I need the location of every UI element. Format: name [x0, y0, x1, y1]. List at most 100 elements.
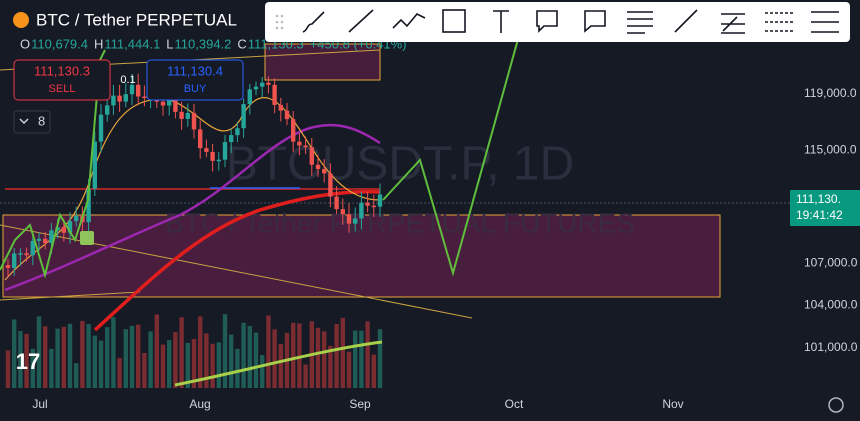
candle-body	[315, 164, 321, 170]
ohlc-value: 110,394.2	[175, 36, 232, 51]
price-tick-label: 101,000.0	[804, 340, 858, 354]
candle-body	[30, 240, 35, 256]
watermark-description: BTC / Tether PERPETUAL FUTURES	[165, 207, 635, 238]
buy-button[interactable]	[146, 59, 244, 101]
candle-body	[377, 194, 383, 207]
volume-bar	[148, 331, 153, 388]
volume-bar	[111, 317, 116, 388]
volume-bar	[173, 332, 178, 388]
candle-body	[111, 95, 116, 106]
rectangle-tool[interactable]	[442, 9, 466, 33]
candle-body	[129, 84, 135, 95]
volume-bar	[67, 323, 73, 388]
volume-bar	[24, 333, 29, 388]
fib-tool[interactable]	[627, 11, 653, 34]
last-price-box	[790, 190, 860, 226]
volume-bar	[260, 355, 265, 388]
range-tool[interactable]	[811, 11, 839, 33]
volume-ma	[174, 340, 383, 387]
note-tool[interactable]	[584, 10, 606, 33]
candle-body	[55, 227, 60, 231]
volume-bar	[235, 348, 240, 388]
candle-body	[340, 209, 345, 215]
chevron	[19, 118, 29, 125]
candle-body	[291, 119, 296, 142]
volume-bar	[160, 344, 166, 388]
volume-bar	[43, 326, 48, 388]
candle-body	[198, 129, 203, 149]
buy-label: BUY	[184, 83, 207, 95]
levels-tool[interactable]	[765, 12, 793, 32]
volume-bar	[365, 321, 370, 388]
volume-bar	[74, 363, 79, 388]
candle-body	[309, 147, 314, 165]
volume-bar	[80, 320, 85, 388]
candle-body	[191, 112, 197, 130]
volume-bar	[253, 332, 259, 388]
projection-line	[0, 49, 106, 279]
volume-bar	[229, 334, 234, 388]
candle-body	[204, 148, 209, 152]
buy-price: 111,130.4	[167, 63, 223, 78]
sell-button[interactable]	[13, 59, 111, 101]
volume-bar	[210, 343, 215, 388]
candle-body	[142, 96, 147, 99]
volume-bar	[49, 348, 54, 388]
channel-tool[interactable]	[721, 13, 745, 34]
volume-bar	[167, 340, 172, 388]
volume-bar	[30, 348, 35, 388]
drawing-toolbar	[265, 2, 850, 42]
volume-bar	[241, 322, 246, 388]
volume-bar	[142, 352, 147, 388]
price-tick-label: 119,000.0	[804, 86, 857, 100]
candle-body	[92, 141, 97, 189]
candle-body	[322, 169, 327, 174]
candle-body	[266, 82, 271, 85]
candle-body	[160, 101, 166, 106]
price-tick-label: 115,000.0	[804, 143, 857, 157]
candle-body	[253, 86, 259, 90]
ohlc-value: 110,679.4	[31, 36, 88, 51]
candle-body	[61, 227, 66, 233]
settings-icon[interactable]	[828, 397, 844, 413]
ray-tool[interactable]	[674, 9, 698, 33]
volume-bar	[222, 314, 228, 388]
coin-icon	[13, 12, 29, 28]
symbol-title: BTC / Tether PERPETUAL	[36, 10, 237, 29]
candle-body	[297, 141, 302, 146]
volume-bar	[204, 333, 209, 388]
candle-body	[179, 111, 184, 119]
volume-bar	[359, 330, 364, 388]
volume-bar	[185, 342, 190, 388]
volume-bar	[18, 330, 23, 388]
volume-bar	[36, 316, 42, 388]
volume-bar	[191, 339, 197, 388]
candle-body	[173, 100, 178, 112]
candle-body	[346, 214, 352, 224]
logo: 17	[16, 349, 40, 374]
volume-bar	[266, 315, 271, 388]
volume-bar	[315, 327, 321, 388]
volume-bar	[328, 345, 333, 388]
volume-bar	[123, 329, 128, 388]
volume-bar	[86, 323, 91, 388]
path-tool[interactable]	[392, 13, 426, 29]
candle-body	[328, 173, 333, 197]
candle-body	[185, 112, 190, 119]
line-tool[interactable]	[348, 9, 374, 33]
text-tool[interactable]	[493, 10, 509, 33]
time-axis: Jul Aug Sep Oct Nov	[32, 397, 683, 411]
candle-body	[229, 135, 234, 143]
volume-bar	[340, 317, 345, 388]
time-tick-label: Sep	[349, 397, 371, 411]
candle-body	[210, 151, 215, 161]
candle-body	[123, 94, 128, 102]
brush-tool[interactable]	[302, 11, 325, 33]
callout-tool[interactable]	[536, 10, 558, 33]
indicators-toggle[interactable]	[13, 110, 51, 134]
time-tick-label: Oct	[505, 397, 524, 411]
resistance-zone	[264, 43, 381, 81]
candle-body	[74, 215, 79, 222]
candle-body	[36, 238, 42, 241]
